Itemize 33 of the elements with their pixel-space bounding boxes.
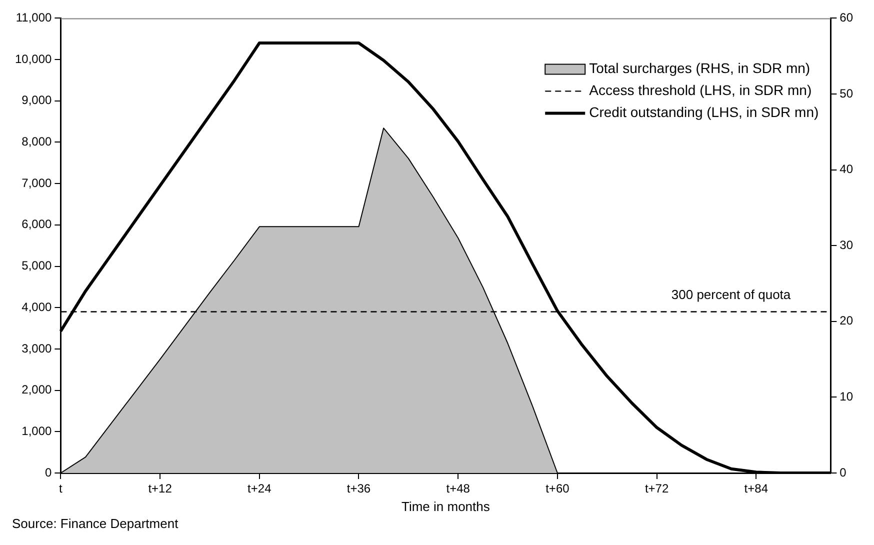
y-tick-label: 5,000 bbox=[22, 258, 52, 273]
x-tick-label: t+36 bbox=[346, 482, 371, 496]
x-tick-label: t+60 bbox=[546, 482, 570, 496]
x-tick-label: t+72 bbox=[644, 482, 669, 496]
y-tick-label: 3,000 bbox=[22, 341, 52, 356]
y2-tick-label: 20 bbox=[840, 314, 854, 328]
y2-tick-label: 60 bbox=[840, 10, 854, 25]
y-tick-label: 10,000 bbox=[15, 52, 52, 66]
legend-label: Credit outstanding (LHS, in SDR mn) bbox=[589, 104, 819, 120]
annotation: 300 percent of quota bbox=[671, 286, 792, 302]
legend-label: Access threshold (LHS, in SDR mn) bbox=[589, 82, 812, 98]
x-tick-label: t+12 bbox=[148, 482, 172, 496]
x-tick-label: t bbox=[59, 482, 64, 496]
y-tick-label: 7,000 bbox=[22, 176, 52, 190]
y-tick-label: 0 bbox=[45, 465, 52, 480]
x-tick-label: t+24 bbox=[248, 482, 272, 496]
y2-tick-label: 0 bbox=[840, 465, 847, 480]
y2-tick-label: 50 bbox=[840, 86, 854, 100]
y-tick-label: 9,000 bbox=[22, 93, 52, 108]
y-tick-label: 1,000 bbox=[22, 424, 52, 438]
y2-tick-label: 10 bbox=[840, 390, 854, 404]
y-tick-label: 8,000 bbox=[22, 134, 52, 149]
legend-label: Total surcharges (RHS, in SDR mn) bbox=[589, 60, 810, 76]
source-note: Source: Finance Department bbox=[12, 516, 179, 532]
x-tick-label: t+84 bbox=[744, 482, 768, 496]
x-axis-title: Time in months bbox=[401, 498, 490, 514]
y-tick-label: 11,000 bbox=[16, 10, 52, 25]
y2-tick-label: 30 bbox=[840, 238, 854, 252]
y-tick-label: 2,000 bbox=[22, 382, 52, 397]
y2-tick-label: 40 bbox=[840, 162, 854, 176]
y-tick-label: 4,000 bbox=[22, 300, 52, 314]
y-tick-label: 6,000 bbox=[22, 217, 52, 232]
x-tick-label: t+48 bbox=[446, 482, 470, 496]
